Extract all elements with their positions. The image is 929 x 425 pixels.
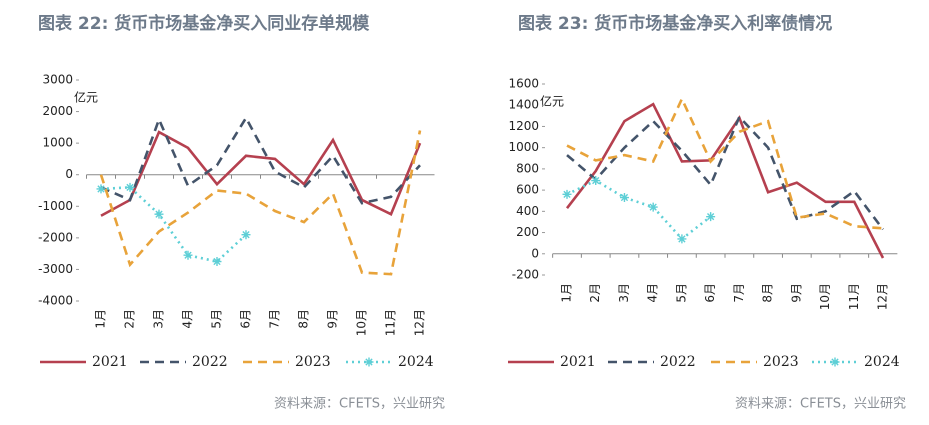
series-line <box>99 130 422 276</box>
source: 资料来源：CFETS，兴业研究 <box>274 397 445 412</box>
x-tick-label: 12月 <box>876 283 890 310</box>
legend-label: 2023 <box>295 354 331 370</box>
x-tick-label: 6月 <box>703 283 717 303</box>
point-marker <box>212 257 222 267</box>
series-line <box>100 115 421 205</box>
y-tick-label: -1000 <box>38 199 73 213</box>
x-tick-label: 7月 <box>732 283 746 303</box>
y-tick-label: 600 <box>516 183 539 197</box>
x-tick-label: 10月 <box>355 309 369 336</box>
legend-label: 2022 <box>192 354 228 370</box>
y-tick-label: 200 <box>516 225 539 239</box>
legend-label: 2022 <box>660 354 696 370</box>
y-tick-label: -3000 <box>38 262 73 276</box>
y-tick-label: -4000 <box>38 294 73 308</box>
series-line <box>565 102 885 259</box>
x-tick-label: 9月 <box>789 283 803 303</box>
point-marker <box>619 193 629 203</box>
x-tick-label: 6月 <box>239 309 253 329</box>
point-marker <box>96 184 106 194</box>
legend-label: 2021 <box>560 354 596 370</box>
series-line <box>100 130 422 217</box>
x-tick-label: 11月 <box>384 309 398 336</box>
chart-title: 图表 22: 货币市场基金净买入同业存单规模 <box>38 13 370 34</box>
series-line <box>566 114 885 231</box>
point-marker <box>562 189 572 199</box>
y-tick-label: -2000 <box>38 230 73 244</box>
series-line <box>100 186 247 263</box>
point-marker <box>591 176 601 186</box>
legend-label: 2023 <box>763 354 799 370</box>
x-tick-label: 4月 <box>646 283 660 303</box>
x-tick-label: 3月 <box>617 283 631 303</box>
point-marker <box>183 250 193 260</box>
y-unit: 亿元 <box>74 90 98 105</box>
x-tick-label: 5月 <box>674 283 688 303</box>
point-marker <box>648 202 658 212</box>
y-tick-label: 1000 <box>42 136 73 150</box>
y-unit: 亿元 <box>540 94 564 109</box>
x-tick-label: 2月 <box>588 283 602 303</box>
x-tick-label: 10月 <box>818 283 832 310</box>
x-tick-label: 1月 <box>94 309 108 329</box>
y-tick-label: 3000 <box>42 73 73 87</box>
x-tick-label: 8月 <box>297 309 311 329</box>
y-tick-label: 1600 <box>508 77 539 91</box>
legend-marker <box>830 357 840 367</box>
y-tick-label: 0 <box>65 167 73 181</box>
series-line <box>566 179 712 241</box>
y-tick-label: 800 <box>516 161 539 175</box>
y-tick-label: 1400 <box>508 98 539 112</box>
x-tick-label: 3月 <box>152 309 166 329</box>
legend-label: 2021 <box>92 354 128 370</box>
x-tick-label: 12月 <box>413 309 427 336</box>
legend-label: 2024 <box>864 354 900 370</box>
x-tick-label: 11月 <box>847 283 861 310</box>
y-tick-label: 1200 <box>508 119 539 133</box>
point-marker <box>154 209 164 219</box>
point-marker <box>677 234 687 244</box>
point-marker <box>706 212 716 222</box>
source: 资料来源：CFETS，兴业研究 <box>735 397 906 412</box>
legend-marker <box>364 357 374 367</box>
point-marker <box>125 182 135 192</box>
y-tick-label: -200 <box>512 268 539 282</box>
x-tick-label: 7月 <box>268 309 282 329</box>
y-tick-label: 1000 <box>508 140 539 154</box>
y-tick-label: 0 <box>531 246 539 260</box>
y-tick-label: 2000 <box>42 104 73 118</box>
y-tick-label: 400 <box>516 204 539 218</box>
x-tick-label: 2月 <box>123 309 137 329</box>
x-tick-label: 1月 <box>560 283 574 303</box>
chart-title: 图表 23: 货币市场基金净买入利率债情况 <box>518 13 832 34</box>
x-tick-label: 5月 <box>210 309 224 329</box>
x-tick-label: 8月 <box>761 283 775 303</box>
legend-label: 2024 <box>398 354 434 370</box>
x-tick-label: 4月 <box>181 309 195 329</box>
series-line <box>566 95 884 230</box>
point-marker <box>241 230 251 240</box>
x-tick-label: 9月 <box>326 309 340 329</box>
